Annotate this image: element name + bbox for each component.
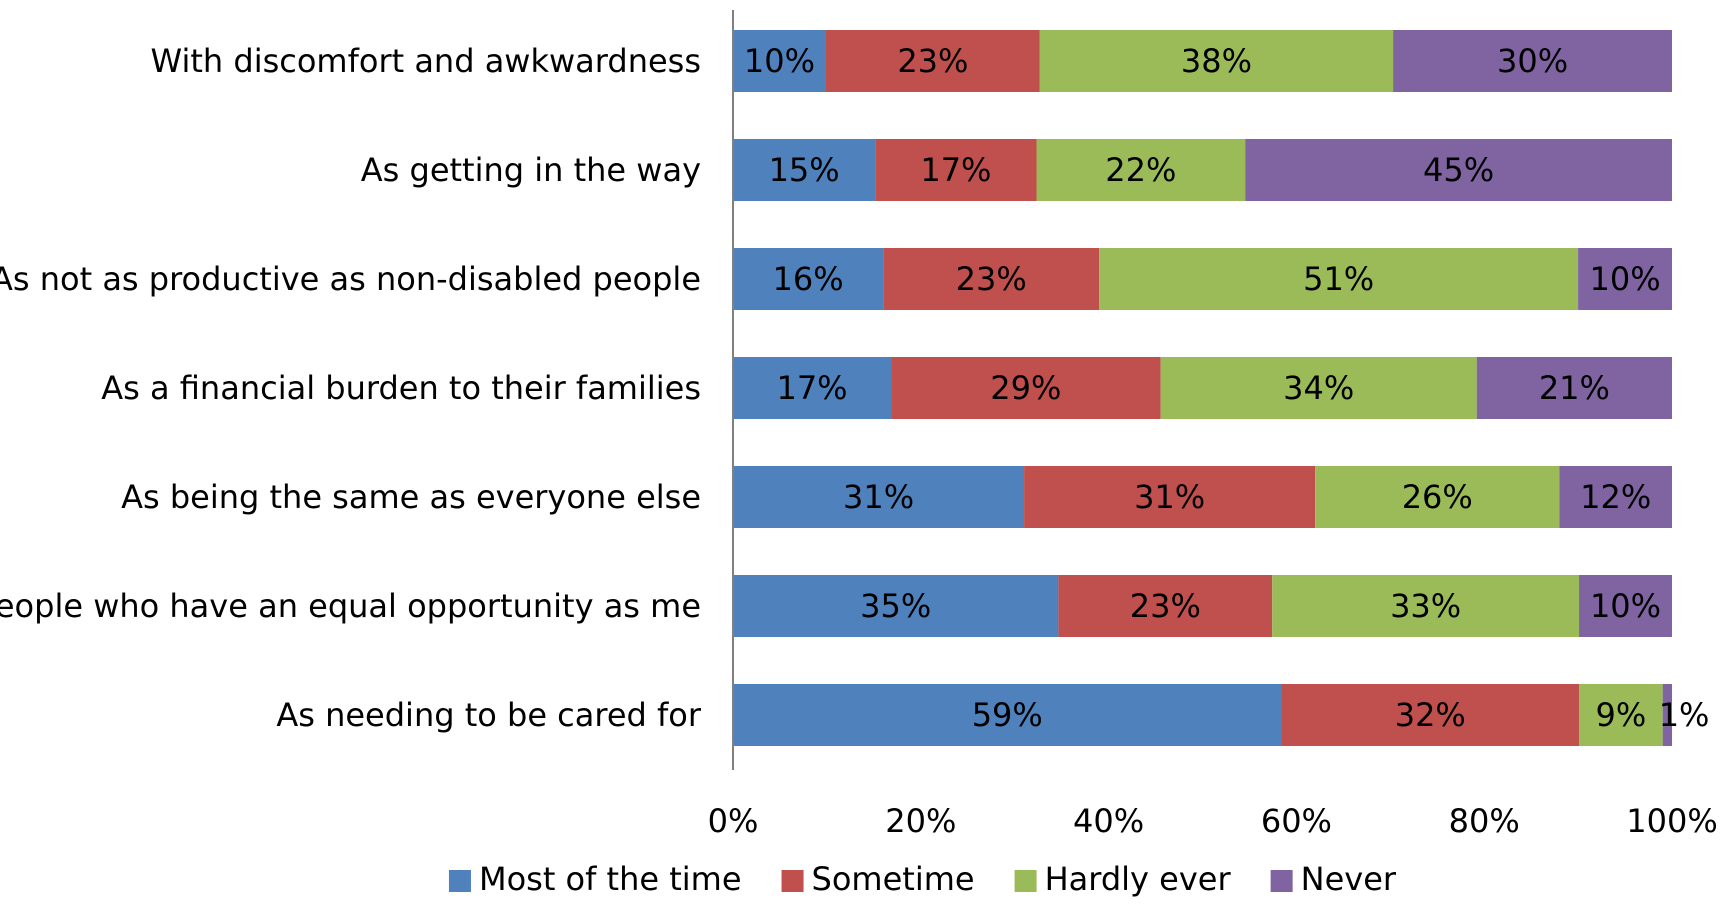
bar-hardly-ever-as-being-the-same-as-everyone-else [1315,466,1560,528]
bar-never-as-getting-in-the-way [1245,139,1672,201]
legend-swatch-never [1270,870,1293,892]
data-label-most-of-the-time-with-discomfort-and-awkwardness: 10% [744,42,815,80]
data-label-most-of-the-time-as-needing-to-be-cared-for: 59% [972,696,1043,734]
bar-most-of-the-time-as-a-financial-burden-to-their-families [733,357,892,419]
data-label-hardly-ever-as-not-as-productive-as-non-disabled-people: 51% [1303,260,1374,298]
legend-item-hardly-ever: Hardly ever [1014,860,1232,898]
bar-most-of-the-time-as-not-as-productive-as-non-disabled-people [733,248,884,310]
bar-hardly-ever-with-discomfort-and-awkwardness [1039,30,1394,92]
data-labels-layer: 10% 23% 38% 30% 15% 17% 22% 45% 16% 23% 51% 10% 17% 2… [744,42,1710,734]
legend-item-never: Never [1270,860,1397,898]
bar-hardly-ever-as-needing-to-be-cared-for [1579,684,1663,746]
bar-sometime-people-who-have-an-equal-opportunity-as-me [1058,575,1273,637]
category-label-as-being-the-same-as-everyone-else: As being the same as everyone else [121,478,701,516]
data-label-hardly-ever-as-needing-to-be-cared-for: 9% [1595,696,1646,734]
bar-never-with-discomfort-and-awkwardness [1393,30,1672,92]
legend-swatch-hardly-ever [1014,870,1037,892]
data-label-hardly-ever-as-a-financial-burden-to-their-families: 34% [1283,369,1354,407]
data-label-sometime-as-being-the-same-as-everyone-else: 31% [1134,478,1205,516]
bar-most-of-the-time-people-who-have-an-equal-opportunity-as-me [733,575,1059,637]
data-label-most-of-the-time-as-not-as-productive-as-non-disabled-people: 16% [773,260,844,298]
data-label-hardly-ever-as-being-the-same-as-everyone-else: 26% [1402,478,1473,516]
x-tick-label-5: 100% [1626,802,1717,840]
data-label-sometime-as-a-financial-burden-to-their-families: 29% [990,369,1061,407]
data-label-sometime-as-getting-in-the-way: 17% [920,151,991,189]
data-label-most-of-the-time-people-who-have-an-equal-opportunity-as-me: 35% [860,587,931,625]
data-label-never-people-who-have-an-equal-opportunity-as-me: 10% [1590,587,1661,625]
data-label-most-of-the-time-as-a-financial-burden-to-their-families: 17% [776,369,847,407]
bar-never-as-not-as-productive-as-non-disabled-people [1578,248,1672,310]
x-tick-label-1: 20% [885,802,956,840]
x-tick-label-4: 80% [1449,802,1520,840]
data-label-never-as-not-as-productive-as-non-disabled-people: 10% [1589,260,1660,298]
bar-sometime-with-discomfort-and-awkwardness [825,30,1040,92]
legend-label-never: Never [1301,860,1397,898]
category-label-as-not-as-productive-as-non-disabled-people: As not as productive as non-disabled peo… [0,260,701,298]
bar-most-of-the-time-as-needing-to-be-cared-for [733,684,1282,746]
data-label-sometime-as-not-as-productive-as-non-disabled-people: 23% [956,260,1027,298]
bar-sometime-as-a-financial-burden-to-their-families [891,357,1161,419]
bar-hardly-ever-people-who-have-an-equal-opportunity-as-me [1272,575,1580,637]
data-label-most-of-the-time-as-getting-in-the-way: 15% [769,151,840,189]
data-label-sometime-with-discomfort-and-awkwardness: 23% [897,42,968,80]
category-label-as-a-financial-burden-to-their-families: As a financial burden to their families [101,369,701,407]
bar-sometime-as-getting-in-the-way [875,139,1037,201]
data-label-never-as-being-the-same-as-everyone-else: 12% [1580,478,1651,516]
x-tick-label-2: 40% [1073,802,1144,840]
legend-label-most-of-the-time: Most of the time [479,860,742,898]
bar-most-of-the-time-as-getting-in-the-way [733,139,876,201]
legend-item-sometime: Sometime [781,860,975,898]
bars-layer [733,30,1672,746]
x-tick-label-0: 0% [708,802,759,840]
bar-sometime-as-needing-to-be-cared-for [1281,684,1580,746]
bar-most-of-the-time-as-being-the-same-as-everyone-else [733,466,1025,528]
data-label-never-with-discomfort-and-awkwardness: 30% [1497,42,1568,80]
data-label-most-of-the-time-as-being-the-same-as-everyone-else: 31% [843,478,914,516]
bar-never-as-a-financial-burden-to-their-families [1476,357,1672,419]
data-label-hardly-ever-with-discomfort-and-awkwardness: 38% [1181,42,1252,80]
data-label-never-as-getting-in-the-way: 45% [1423,151,1494,189]
legend-swatch-most-of-the-time [448,870,471,892]
legend: Most of the time Sometime Hardly ever Never [448,860,1397,898]
data-label-sometime-people-who-have-an-equal-opportunity-as-me: 23% [1130,587,1201,625]
bar-never-as-needing-to-be-cared-for [1662,684,1672,746]
bar-hardly-ever-as-a-financial-burden-to-their-families [1160,357,1477,419]
bar-hardly-ever-as-not-as-productive-as-non-disabled-people [1099,248,1579,310]
category-label-people-who-have-an-equal-opportunity-as-me: People who have an equal opportunity as … [0,587,701,625]
data-label-never-as-needing-to-be-cared-for: 1% [1659,696,1710,734]
axis-layer: 0% 20% 40% 60% 80% 100% [708,10,1718,840]
bar-hardly-ever-as-getting-in-the-way [1036,139,1246,201]
data-label-hardly-ever-people-who-have-an-equal-opportunity-as-me: 33% [1390,587,1461,625]
legend-label-hardly-ever: Hardly ever [1045,860,1232,898]
category-label-as-getting-in-the-way: As getting in the way [361,151,701,189]
bar-never-as-being-the-same-as-everyone-else [1559,466,1672,528]
category-label-with-discomfort-and-awkwardness: With discomfort and awkwardness [151,42,701,80]
legend-item-most-of-the-time: Most of the time [448,860,742,898]
legend-swatch-sometime [781,870,804,892]
data-label-never-as-a-financial-burden-to-their-families: 21% [1539,369,1610,407]
category-labels-layer: With discomfort and awkwardness As gettin… [0,42,702,734]
bar-sometime-as-not-as-productive-as-non-disabled-people [883,248,1100,310]
bar-most-of-the-time-with-discomfort-and-awkwardness [733,30,826,92]
category-label-as-needing-to-be-cared-for: As needing to be cared for [276,696,702,734]
data-label-sometime-as-needing-to-be-cared-for: 32% [1395,696,1466,734]
legend-label-sometime: Sometime [812,860,975,898]
bar-never-people-who-have-an-equal-opportunity-as-me [1579,575,1672,637]
data-label-hardly-ever-as-getting-in-the-way: 22% [1105,151,1176,189]
bar-sometime-as-being-the-same-as-everyone-else [1024,466,1316,528]
x-tick-label-3: 60% [1261,802,1332,840]
